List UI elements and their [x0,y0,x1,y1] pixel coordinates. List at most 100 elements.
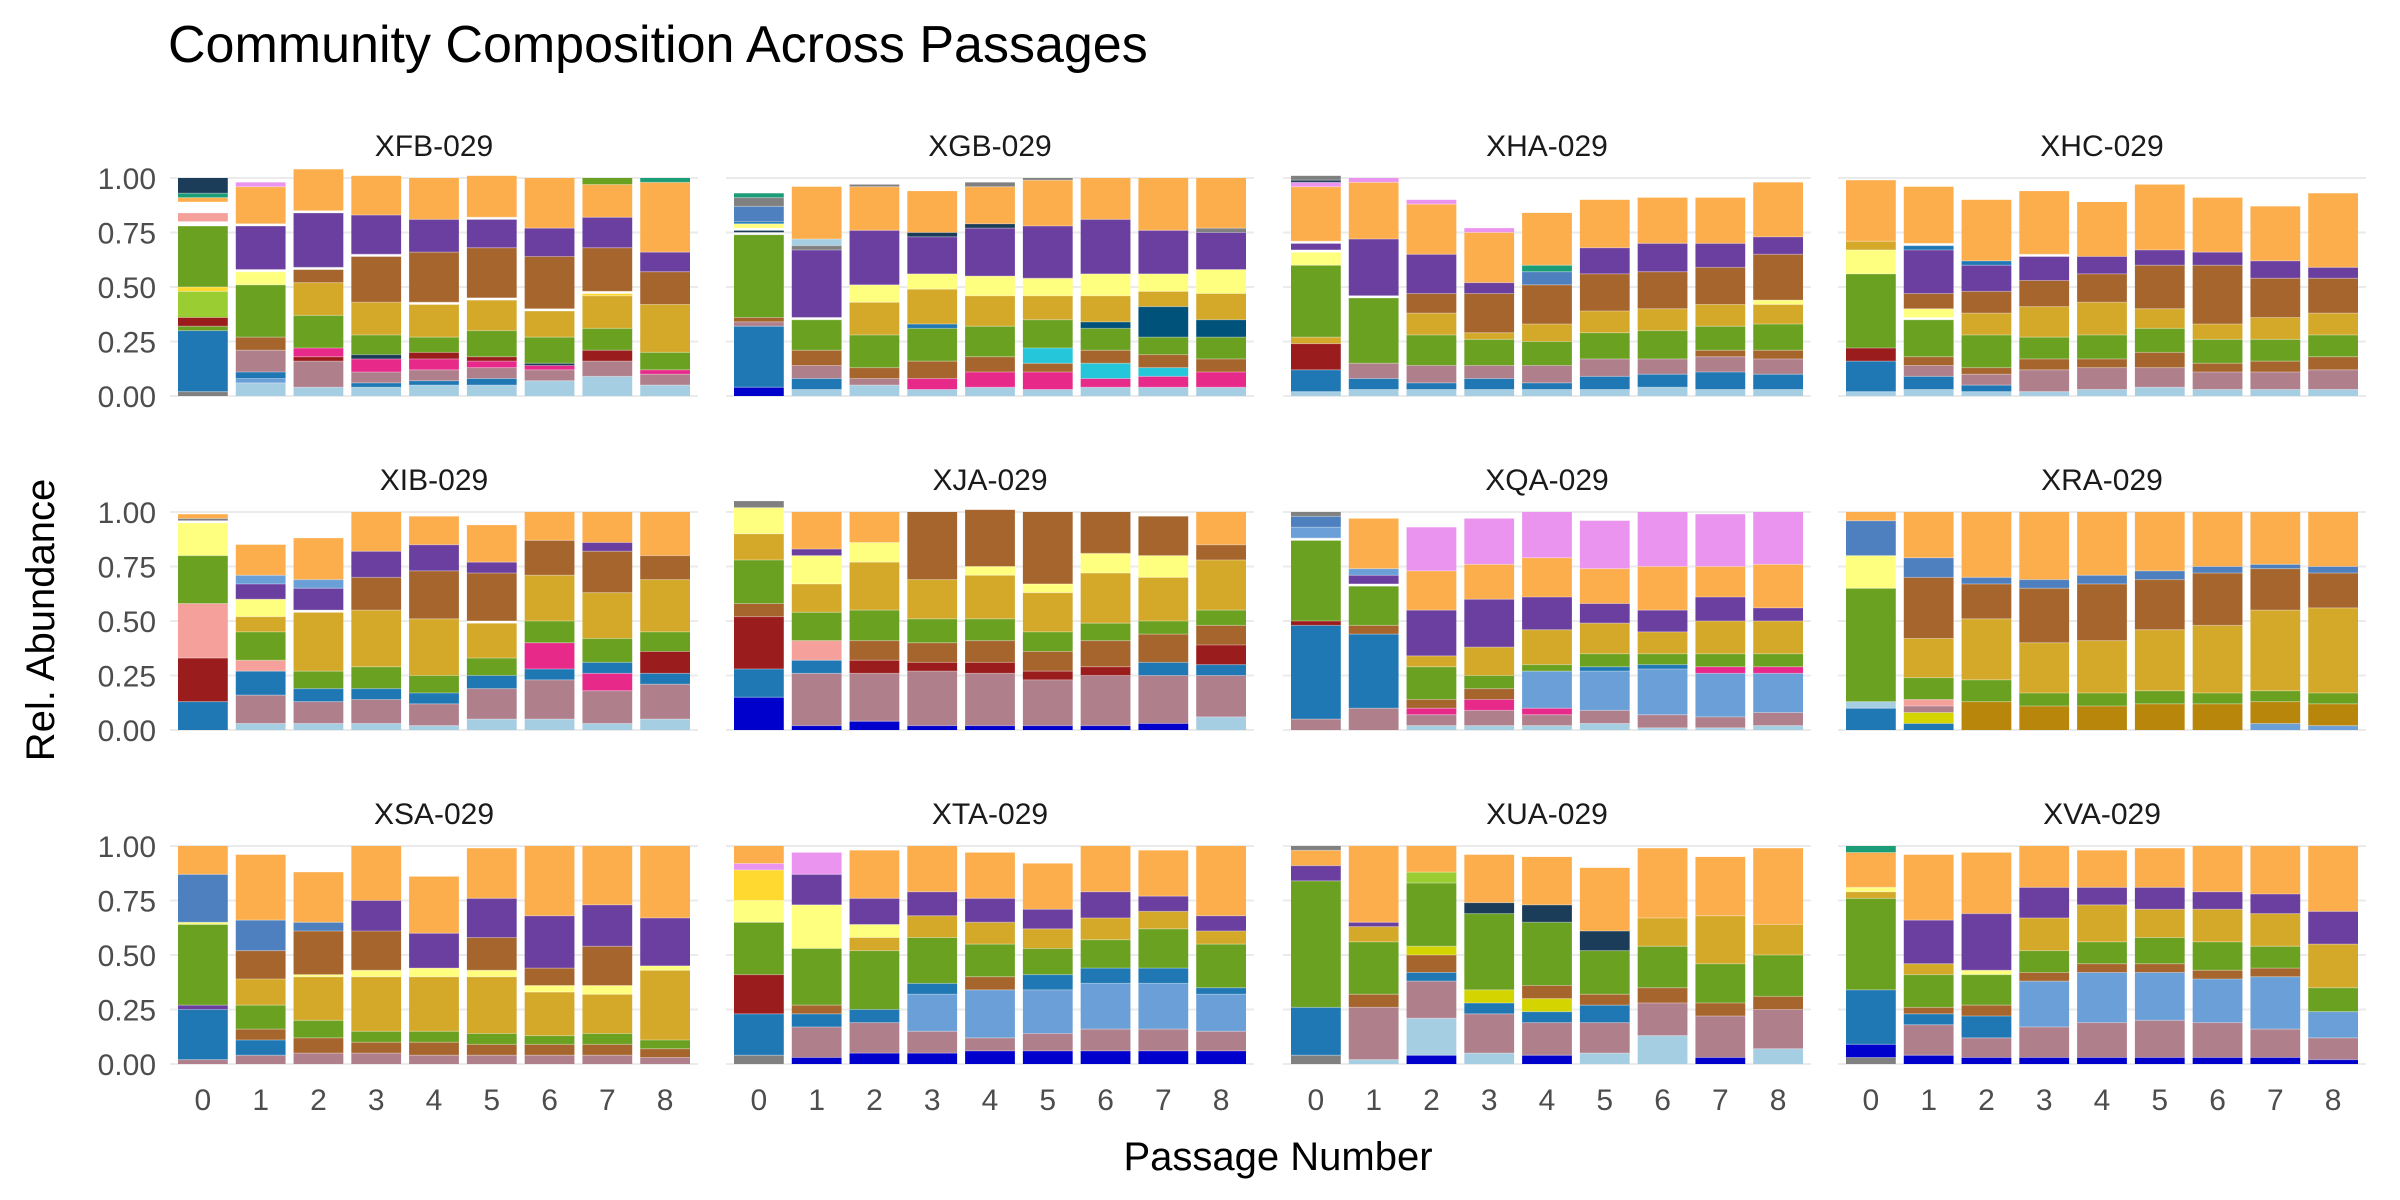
bar-segment [1753,996,1803,1010]
bar-segment [409,380,459,386]
bar-segment [1637,197,1688,244]
bar-segment [1291,1007,1341,1056]
bar-segment [1348,568,1399,576]
bar-segment [1695,566,1746,598]
bar-segment [2019,369,2070,392]
x-tick-label: 8 [1213,1084,1230,1117]
stacked-bar [1846,846,1896,1064]
stacked-bar [2077,512,2127,730]
bar-segment [351,1031,402,1043]
stacked-bar [1464,854,1515,1064]
bar-segment [351,688,402,700]
bar-segment [2308,267,2358,279]
stacked-bar [2250,206,2301,396]
bar-segment [734,193,784,198]
bar-segment [582,361,633,377]
bar-segment [582,1044,633,1056]
bar-segment [2019,579,2070,589]
bar-segment [582,376,633,396]
bar-segment [1022,1033,1073,1051]
bar-segment [907,328,958,362]
bar-segment [1695,326,1746,351]
bar-segment [2250,568,2301,611]
bar-segment [1753,653,1803,667]
bar-segment [2250,278,2301,318]
bar-segment [1022,178,1073,181]
x-tick-label: 6 [1097,1084,1114,1117]
bar-segment [1695,597,1746,621]
bar-segment [2019,917,2070,951]
bar-segment [1196,293,1246,320]
bar-segment [734,846,784,864]
bar-segment [178,317,228,327]
bar-segment [351,215,402,255]
bar-segment [1138,675,1189,724]
bar-segment [1291,252,1341,266]
bar-segment [582,184,633,218]
bar-segment [1522,1011,1572,1023]
bar-segment [2134,265,2185,309]
bar-segment [1846,898,1896,990]
bar-segment [1080,295,1131,322]
bar-segment [1080,553,1131,574]
stacked-bar [1579,867,1630,1064]
y-tick-label: 0.00 [98,381,156,414]
bar-segment [1406,946,1457,955]
x-tick-label: 7 [2267,1084,2284,1117]
bar-segment [965,509,1015,567]
bar-segment [524,178,575,229]
bar-segment [2077,941,2127,964]
bar-segment [849,284,900,303]
bar-segment [1138,621,1189,635]
bar-segment [1138,291,1189,307]
bar-segment [791,249,842,318]
bar-segment [1522,389,1572,396]
bar-segment [178,201,228,213]
bar-segment [178,603,228,659]
bar-segment [524,308,575,311]
bar-segment [524,642,575,669]
bar-segment [2077,302,2127,335]
bar-segment [2192,324,2243,340]
bar-segment [1022,989,1073,1034]
bar-segment [2250,913,2301,947]
bar-segment [965,372,1015,388]
bar-segment [582,723,633,730]
stacked-bar [849,184,900,396]
bar-segment [1961,391,2012,396]
bar-segment [293,872,344,923]
bar-segment [1637,512,1688,567]
bar-segment [466,1055,517,1064]
bar-segment [734,533,784,560]
stacked-bar [734,501,784,730]
bar-segment [965,976,1015,990]
bar-segment [965,223,1015,229]
facet-title: XFB-029 [375,130,493,163]
bar-segment [1903,1007,1954,1014]
bar-segment [2077,850,2127,888]
bar-segment [1464,339,1515,366]
bar-segment [409,219,459,253]
x-axis-title: Passage Number [1123,1135,1432,1179]
stacked-bar [1846,180,1896,396]
bar-segment [1022,863,1073,910]
bar-segment [466,247,517,298]
bar-segment [1348,378,1399,390]
bar-segment [1022,372,1073,390]
bar-segment [791,660,842,674]
bar-segment [965,575,1015,619]
bar-segment [2077,640,2127,693]
bar-segment [1579,332,1630,359]
bar-segment [466,361,517,368]
bar-segment [524,719,575,730]
bar-segment [1903,1055,1954,1064]
bar-segment [1695,197,1746,244]
bar-segment [2019,391,2070,396]
bar-segment [1138,387,1189,396]
bar-segment [1695,514,1746,567]
y-tick-label: 0.75 [98,218,156,251]
bar-segment [849,367,900,379]
bar-segment [409,976,459,1032]
bar-segment [235,695,286,724]
bar-segment [1406,199,1457,205]
